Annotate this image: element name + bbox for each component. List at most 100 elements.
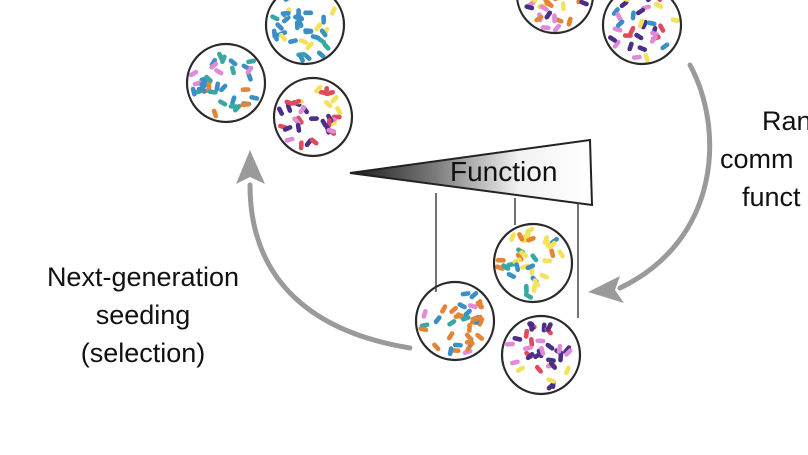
seeding-label: Next-generation seeding (selection) <box>0 258 286 372</box>
bacterium <box>432 342 441 352</box>
bacterium <box>660 42 670 51</box>
bacterium <box>619 0 629 9</box>
bacterium <box>249 95 260 101</box>
bacterium <box>670 17 681 23</box>
bacterium <box>546 377 557 384</box>
bacterium <box>469 291 479 300</box>
bacterium <box>314 22 323 32</box>
bacterium <box>514 262 521 273</box>
bacterium <box>535 338 546 344</box>
seeding-arrow <box>236 150 413 351</box>
bacterium <box>270 14 280 22</box>
bacterium <box>542 258 553 264</box>
bacterium <box>446 331 455 341</box>
bacterium <box>607 35 618 43</box>
bacterium <box>303 28 314 34</box>
bacterium <box>627 41 634 52</box>
bacterium <box>539 345 546 356</box>
bacterium <box>314 84 323 94</box>
assembly-label-line-1: Ran <box>762 106 808 136</box>
bacterium <box>545 342 555 351</box>
bacterium <box>523 292 534 300</box>
bacterium <box>527 321 535 331</box>
bacterium <box>214 81 221 92</box>
bacterium <box>634 32 644 41</box>
bacterium <box>646 20 657 27</box>
bacterium <box>281 15 291 24</box>
bacterium <box>330 95 339 104</box>
bacterium <box>523 328 530 339</box>
bacterium <box>540 25 551 31</box>
bacterium <box>517 232 525 242</box>
bacterium <box>283 0 293 2</box>
bacterium <box>645 0 655 3</box>
bacterium <box>452 342 463 348</box>
bacterium <box>658 23 666 33</box>
bacterium <box>534 364 543 374</box>
assembly-label-line-3: funct <box>742 182 801 212</box>
bacterium <box>640 19 648 30</box>
bacterium <box>196 86 207 94</box>
bacterium <box>649 34 658 44</box>
bacterium <box>525 352 535 361</box>
bacterium <box>545 322 553 332</box>
random-assembly-arrowhead <box>588 276 624 303</box>
bacterium <box>310 34 321 41</box>
function-label: Function <box>450 156 558 187</box>
bacterium <box>467 322 472 333</box>
bacterium <box>467 303 478 310</box>
bacterium <box>295 122 302 133</box>
bacterium <box>433 315 442 325</box>
bacterium <box>546 382 556 391</box>
bacterium <box>275 22 284 31</box>
bacterium <box>630 10 636 21</box>
bacterium <box>637 45 648 52</box>
seeding-label-line-3: (selection) <box>80 338 206 368</box>
bacterium <box>298 140 304 151</box>
bacterium <box>522 345 533 352</box>
bacterium <box>546 357 556 363</box>
bacterium <box>447 319 457 327</box>
bacterium <box>512 257 522 265</box>
bacterium <box>557 249 565 259</box>
bacterium <box>544 0 554 9</box>
bacterium <box>294 20 300 31</box>
bacterium <box>544 10 553 20</box>
bacterium <box>556 343 563 354</box>
bacterium <box>220 54 227 65</box>
bacterium <box>643 52 650 63</box>
bacterium <box>457 302 467 310</box>
bacterium <box>291 98 302 106</box>
bacterium <box>335 106 343 116</box>
seeding-label-line-2: seeding <box>95 300 191 330</box>
bacterium <box>504 341 515 347</box>
bacterium <box>298 105 307 115</box>
bacterium <box>525 263 536 271</box>
bacterium <box>494 264 505 271</box>
bacterium <box>308 116 319 121</box>
bacterium <box>240 87 251 92</box>
bacterium <box>462 348 473 355</box>
bacterium <box>549 248 556 259</box>
bacterium <box>521 232 531 240</box>
community-circle <box>601 0 683 66</box>
bacterium <box>528 337 535 347</box>
bacterium <box>475 300 485 310</box>
assembly-label: Ran comm funct <box>716 102 808 216</box>
bacterium <box>473 314 483 322</box>
bacterium <box>534 14 544 23</box>
bacterium <box>240 101 251 108</box>
bacterium <box>280 11 291 16</box>
bacterium <box>285 103 293 113</box>
bacterium <box>293 14 303 22</box>
bacterium <box>475 332 485 341</box>
bacterium <box>515 365 526 373</box>
bacterium <box>460 315 471 322</box>
community-circle <box>264 0 346 66</box>
community-circle <box>516 0 594 35</box>
bacterium <box>207 89 218 95</box>
bacterium <box>271 28 278 39</box>
bacterium <box>509 359 520 366</box>
bacterium <box>552 0 563 2</box>
bacterium <box>463 308 472 317</box>
